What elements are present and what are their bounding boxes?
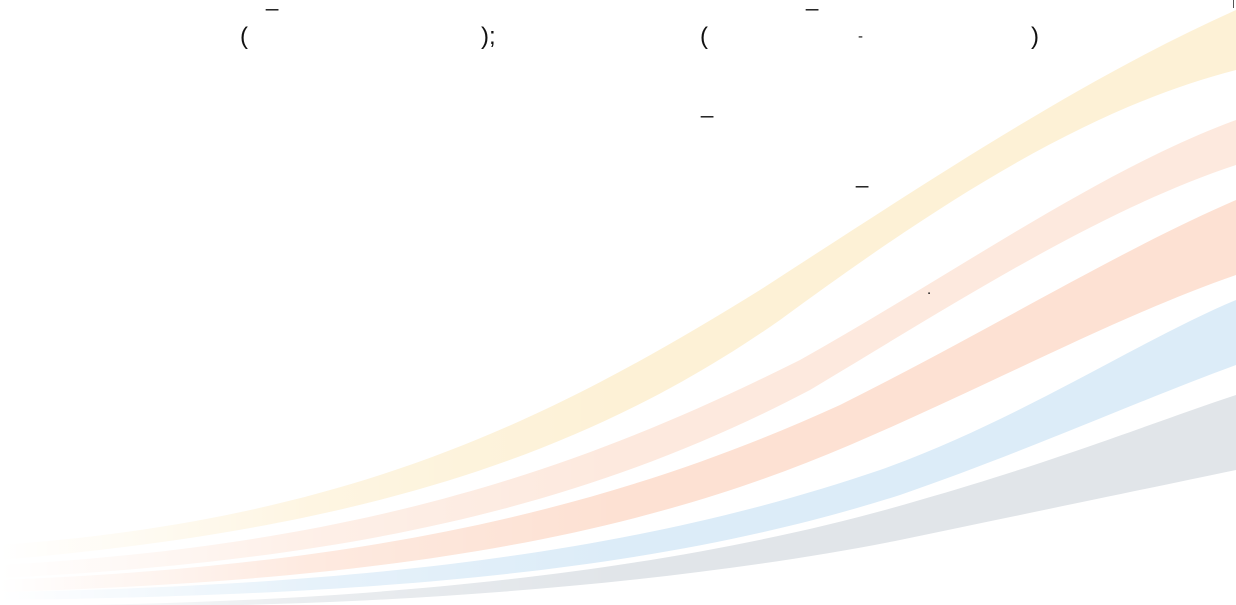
paren-close-2: ) xyxy=(1031,23,1039,50)
paren-close-semicolon: ); xyxy=(481,23,496,50)
dash-mid: _ xyxy=(701,93,714,118)
dash-top-left: _ xyxy=(266,0,278,10)
hyphen-mid: - xyxy=(858,28,863,45)
edge-divider xyxy=(1233,0,1234,8)
paren-open-2: ( xyxy=(700,23,708,50)
dot-mark: . xyxy=(927,281,932,298)
dash-lower: _ xyxy=(856,163,869,188)
paren-open-1: ( xyxy=(240,23,248,50)
dash-top-mid: _ xyxy=(806,0,818,10)
